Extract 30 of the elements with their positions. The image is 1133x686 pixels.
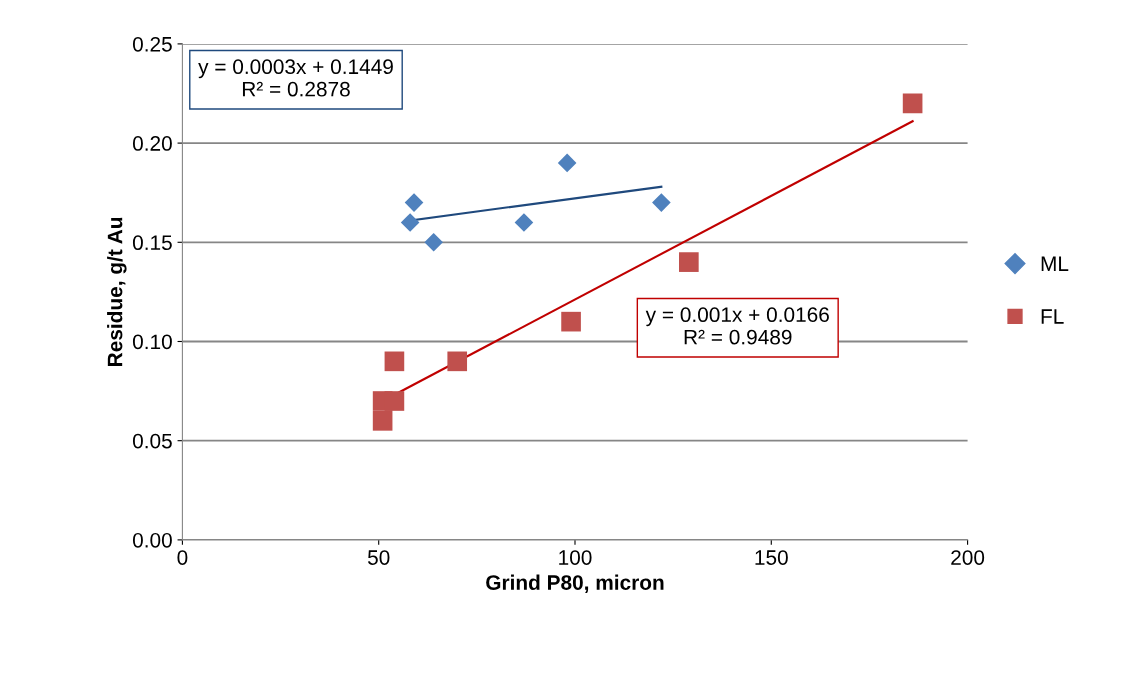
x-tick-label: 150 (755, 550, 788, 565)
point (561, 311, 581, 332)
y-tick-label: 0.15 (132, 235, 172, 251)
y-axis-title: Residue, g/t Au (107, 217, 127, 366)
legend-label: ML (1041, 256, 1069, 271)
point (424, 232, 443, 252)
point (372, 411, 393, 431)
annotation: y = 0.0003x + 0.1449 R² = 0.2878 (198, 59, 393, 97)
point (557, 153, 577, 173)
x-tick-label: 200 (951, 550, 985, 565)
point (447, 351, 468, 372)
y-tick-label: 0.05 (132, 433, 172, 449)
annotation: y = 0.001x + 0.0166 R² = 0.9489 (645, 307, 829, 345)
x-tick-label: 0 (177, 550, 188, 565)
x-axis-title: Grind P80, micron (486, 574, 664, 593)
point (404, 193, 424, 212)
x-tick-label: 50 (367, 550, 390, 565)
point (679, 252, 699, 272)
y-tick-label: 0.00 (132, 532, 172, 548)
legend-label: FL (1041, 309, 1064, 324)
point (384, 351, 405, 372)
point (400, 213, 420, 232)
y-tick-label: 0.25 (132, 36, 172, 52)
y-tick-label: 0.10 (132, 334, 172, 350)
point (902, 93, 923, 114)
point (384, 391, 405, 411)
point (652, 193, 671, 212)
x-tick-label: 100 (559, 550, 592, 565)
point (514, 213, 534, 232)
y-tick-label: 0.20 (132, 136, 172, 151)
